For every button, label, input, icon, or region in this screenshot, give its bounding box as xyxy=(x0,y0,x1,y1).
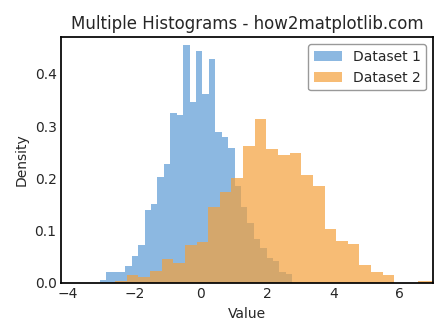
Bar xyxy=(254,240,260,283)
Bar xyxy=(209,59,215,283)
Bar xyxy=(177,115,183,283)
Bar xyxy=(383,275,394,283)
Bar xyxy=(359,265,371,283)
Bar xyxy=(138,245,145,283)
Bar xyxy=(183,45,190,283)
Bar xyxy=(208,207,220,283)
Bar xyxy=(158,177,164,283)
Bar xyxy=(280,272,286,283)
Legend: Dataset 1, Dataset 2: Dataset 1, Dataset 2 xyxy=(308,44,426,90)
Bar xyxy=(313,186,324,283)
Bar xyxy=(247,223,254,283)
Title: Multiple Histograms - how2matplotlib.com: Multiple Histograms - how2matplotlib.com xyxy=(71,15,423,33)
Bar xyxy=(151,204,158,283)
Bar xyxy=(197,242,208,283)
Bar xyxy=(132,256,138,283)
Bar xyxy=(115,281,127,283)
Bar xyxy=(301,175,313,283)
Bar xyxy=(289,153,301,283)
Bar xyxy=(429,281,441,283)
Bar xyxy=(150,271,162,283)
Bar xyxy=(185,245,197,283)
Bar xyxy=(273,261,280,283)
Bar xyxy=(222,137,228,283)
Bar xyxy=(267,258,273,283)
Bar xyxy=(100,280,106,283)
Bar xyxy=(255,119,267,283)
Bar xyxy=(164,164,170,283)
Bar xyxy=(228,148,234,283)
Bar xyxy=(196,51,202,283)
Bar xyxy=(278,155,289,283)
Bar xyxy=(418,281,429,283)
Bar xyxy=(173,263,185,283)
Bar xyxy=(267,149,278,283)
Bar xyxy=(127,275,138,283)
Bar xyxy=(162,259,173,283)
Bar xyxy=(112,272,119,283)
Y-axis label: Density: Density xyxy=(15,134,29,186)
Bar xyxy=(106,272,112,283)
Bar xyxy=(241,207,247,283)
Bar xyxy=(190,102,196,283)
Bar xyxy=(286,275,292,283)
X-axis label: Value: Value xyxy=(228,307,266,321)
Bar xyxy=(336,241,348,283)
Bar xyxy=(138,277,150,283)
Bar xyxy=(119,272,125,283)
Bar xyxy=(348,244,359,283)
Bar xyxy=(202,94,209,283)
Bar xyxy=(324,229,336,283)
Bar xyxy=(234,185,241,283)
Bar xyxy=(170,113,177,283)
Bar xyxy=(232,178,243,283)
Bar xyxy=(125,266,132,283)
Bar xyxy=(260,248,267,283)
Bar xyxy=(220,192,232,283)
Bar xyxy=(215,132,222,283)
Bar xyxy=(243,146,255,283)
Bar xyxy=(145,210,151,283)
Bar xyxy=(371,272,383,283)
